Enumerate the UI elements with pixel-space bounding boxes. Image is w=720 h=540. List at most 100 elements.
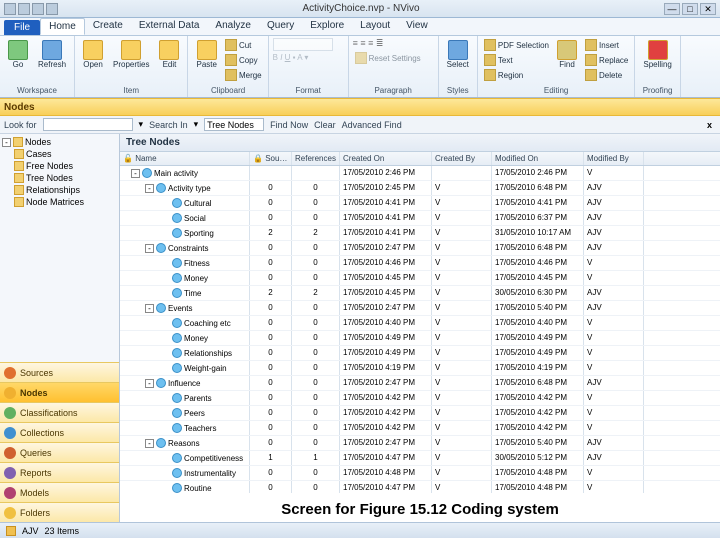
tab-explore[interactable]: Explore xyxy=(302,18,352,35)
tab-home[interactable]: Home xyxy=(40,18,85,35)
tree-item[interactable]: Cases xyxy=(14,148,117,160)
edit-button[interactable]: Edit xyxy=(155,38,183,71)
col-modifiedon[interactable]: Modified On xyxy=(492,152,584,165)
file-tab[interactable]: File xyxy=(4,20,40,35)
grid-row[interactable]: -Main activity17/05/2010 2:46 PM17/05/20… xyxy=(120,166,720,181)
qat-undo-icon[interactable] xyxy=(32,3,44,15)
nav-nodes[interactable]: Nodes xyxy=(0,382,119,402)
expander-icon[interactable]: - xyxy=(145,184,154,193)
tree-item[interactable]: Tree Nodes xyxy=(14,172,117,184)
col-modifiedby[interactable]: Modified By xyxy=(584,152,644,165)
nav-sources[interactable]: Sources xyxy=(0,362,119,382)
grid-row[interactable]: Competitiveness1117/05/2010 4:47 PMV30/0… xyxy=(120,451,720,466)
clear-link[interactable]: Clear xyxy=(314,120,336,130)
grid-row[interactable]: Teachers0017/05/2010 4:42 PMV17/05/2010 … xyxy=(120,421,720,436)
nav-classifications[interactable]: Classifications xyxy=(0,402,119,422)
properties-button[interactable]: Properties xyxy=(109,38,153,71)
grid-row[interactable]: Social0017/05/2010 4:41 PMV17/05/2010 6:… xyxy=(120,211,720,226)
copy-button[interactable]: Copy xyxy=(223,53,264,67)
ribbon-group-paragraph: ≡ ≡ ≡ ≣ Reset Settings Paragraph xyxy=(349,36,439,97)
col-createdon[interactable]: Created On xyxy=(340,152,432,165)
qat-nvivo-icon[interactable] xyxy=(4,3,16,15)
nav-models[interactable]: Models xyxy=(0,482,119,502)
grid-row[interactable]: Instrumentality0017/05/2010 4:48 PMV17/0… xyxy=(120,466,720,481)
minimize-button[interactable]: — xyxy=(664,3,680,15)
grid-row[interactable]: Weight-gain0017/05/2010 4:19 PMV17/05/20… xyxy=(120,361,720,376)
grid-row[interactable]: Time2217/05/2010 4:45 PMV30/05/2010 6:30… xyxy=(120,286,720,301)
lookfor-dropdown[interactable]: ▾ xyxy=(139,119,144,130)
qat-save-icon[interactable] xyxy=(18,3,30,15)
maximize-button[interactable]: □ xyxy=(682,3,698,15)
text-button[interactable]: Text xyxy=(482,53,551,67)
expander-icon[interactable]: - xyxy=(131,169,140,178)
collapse-icon[interactable]: - xyxy=(2,138,11,147)
main-area: -Nodes CasesFree NodesTree NodesRelation… xyxy=(0,134,720,522)
select-button[interactable]: Select xyxy=(443,38,473,71)
grid-row[interactable]: Peers0017/05/2010 4:42 PMV17/05/2010 4:4… xyxy=(120,406,720,421)
close-button[interactable]: ✕ xyxy=(700,3,716,15)
lookfor-input[interactable] xyxy=(43,118,133,131)
refresh-button[interactable]: Refresh xyxy=(34,38,70,71)
open-button[interactable]: Open xyxy=(79,38,107,71)
grid-row[interactable]: Money0017/05/2010 4:45 PMV17/05/2010 4:4… xyxy=(120,271,720,286)
expander-icon[interactable]: - xyxy=(145,439,154,448)
nav-folders[interactable]: Folders xyxy=(0,502,119,522)
tab-analyze[interactable]: Analyze xyxy=(207,18,259,35)
nav-collections[interactable]: Collections xyxy=(0,422,119,442)
merge-button[interactable]: Merge xyxy=(223,68,264,82)
tab-external-data[interactable]: External Data xyxy=(131,18,208,35)
spelling-button[interactable]: Spelling xyxy=(639,38,675,71)
close-findbar-button[interactable]: x xyxy=(703,120,716,130)
tree-item[interactable]: Free Nodes xyxy=(14,160,117,172)
node-icon xyxy=(172,393,182,403)
grid-row[interactable]: -Constraints0017/05/2010 2:47 PMV17/05/2… xyxy=(120,241,720,256)
tree-item[interactable]: Relationships xyxy=(14,184,117,196)
grid-row[interactable]: Money0017/05/2010 4:49 PMV17/05/2010 4:4… xyxy=(120,331,720,346)
grid-row[interactable]: -Events0017/05/2010 2:47 PMV17/05/2010 5… xyxy=(120,301,720,316)
ribbon-group-workspace: Go Refresh Workspace xyxy=(0,36,75,97)
folder-icon xyxy=(14,173,24,183)
reset-button[interactable]: Reset Settings xyxy=(353,51,423,65)
grid-row[interactable]: Parents0017/05/2010 4:42 PMV17/05/2010 4… xyxy=(120,391,720,406)
grid-row[interactable]: Coaching etc0017/05/2010 4:40 PMV17/05/2… xyxy=(120,316,720,331)
go-button[interactable]: Go xyxy=(4,38,32,71)
cut-button[interactable]: Cut xyxy=(223,38,264,52)
expander-icon[interactable]: - xyxy=(145,379,154,388)
tree-root[interactable]: -Nodes xyxy=(2,136,117,148)
tab-create[interactable]: Create xyxy=(85,18,131,35)
grid-row[interactable]: Sporting2217/05/2010 4:41 PMV31/05/2010 … xyxy=(120,226,720,241)
region-button[interactable]: Region xyxy=(482,68,551,82)
grid-row[interactable]: Relationships0017/05/2010 4:49 PMV17/05/… xyxy=(120,346,720,361)
tree-item[interactable]: Node Matrices xyxy=(14,196,117,208)
nav-reports[interactable]: Reports xyxy=(0,462,119,482)
copy-icon xyxy=(225,54,237,66)
paste-button[interactable]: Paste xyxy=(192,38,220,71)
searchin-dropdown[interactable]: ▾ xyxy=(194,119,199,130)
find-button[interactable]: Find xyxy=(553,38,581,71)
delete-button[interactable]: Delete xyxy=(583,68,630,82)
grid-row[interactable]: Fitness0017/05/2010 4:46 PMV17/05/2010 4… xyxy=(120,256,720,271)
expander-icon[interactable]: - xyxy=(145,244,154,253)
col-references[interactable]: References xyxy=(292,152,340,165)
grid-row[interactable]: -Reasons0017/05/2010 2:47 PMV17/05/2010 … xyxy=(120,436,720,451)
nav-queries[interactable]: Queries xyxy=(0,442,119,462)
grid-row[interactable]: -Activity type0017/05/2010 2:45 PMV17/05… xyxy=(120,181,720,196)
tab-view[interactable]: View xyxy=(398,18,436,35)
pdf-selection-button[interactable]: PDF Selection xyxy=(482,38,551,52)
tab-layout[interactable]: Layout xyxy=(352,18,398,35)
findnow-link[interactable]: Find Now xyxy=(270,120,308,130)
grid-row[interactable]: Routine0017/05/2010 4:47 PMV17/05/2010 4… xyxy=(120,481,720,493)
tab-query[interactable]: Query xyxy=(259,18,302,35)
col-name[interactable]: 🔓 Name xyxy=(120,152,250,165)
scope-field[interactable]: Tree Nodes xyxy=(204,118,264,131)
group-label: Editing xyxy=(482,86,631,95)
col-sources[interactable]: 🔒 Sources xyxy=(250,152,292,165)
col-createdby[interactable]: Created By xyxy=(432,152,492,165)
qat-print-icon[interactable] xyxy=(46,3,58,15)
replace-button[interactable]: Replace xyxy=(583,53,630,67)
advanced-find-link[interactable]: Advanced Find xyxy=(342,120,402,130)
grid-row[interactable]: -Influence0017/05/2010 2:47 PMV17/05/201… xyxy=(120,376,720,391)
expander-icon[interactable]: - xyxy=(145,304,154,313)
grid-row[interactable]: Cultural0017/05/2010 4:41 PMV17/05/2010 … xyxy=(120,196,720,211)
insert-button[interactable]: Insert xyxy=(583,38,630,52)
